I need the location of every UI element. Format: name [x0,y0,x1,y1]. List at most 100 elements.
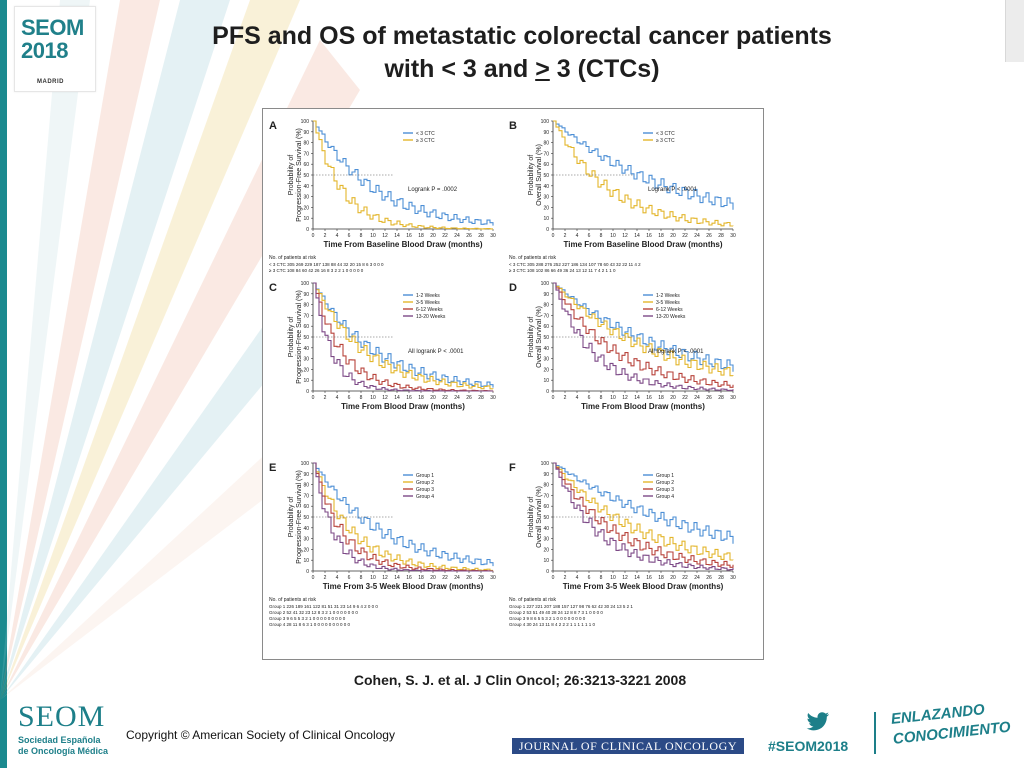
legend-label: 13-20 Weeks [656,314,686,320]
journal-banner: JOURNAL OF CLINICAL ONCOLOGY [512,738,744,754]
panel-x-tick-label: 30 [730,233,736,239]
survival-curve [313,282,494,392]
panel-x-tick-label: 12 [382,233,388,239]
panel-y-tick-label: 40 [303,184,309,190]
panel-y-tick-label: 80 [543,483,549,489]
panel-x-tick-label: 20 [670,575,676,581]
risk-table-row: ≥ 3 CTC 108 84 60 42 26 16 8 3 2 2 1 0 0… [269,268,364,273]
panel-x-tick-label: 4 [336,395,339,401]
panel-y-tick-label: 30 [303,195,309,201]
panel-y-tick-label: 20 [543,367,549,373]
panel-x-tick-label: 0 [312,233,315,239]
risk-table-row: Group 2 53 51 49 40 28 24 12 8 8 7 3 1 0… [509,610,603,615]
panel-letter: C [269,282,277,294]
panel-y-tick-label: 40 [543,184,549,190]
panel-x-tick-label: 8 [360,233,363,239]
logo-text-year: 2018 [21,38,68,63]
panel-x-tick-label: 18 [658,575,664,581]
panel-x-tick-label: 2 [324,575,327,581]
panel-y-tick-label: 90 [543,472,549,478]
legend-label: 6-12 Weeks [416,307,443,313]
panel-x-tick-label: 20 [430,575,436,581]
panel-x-tick-label: 22 [442,395,448,401]
survival-curve [313,282,494,390]
panel-x-tick-label: 24 [454,233,460,239]
panel-x-tick-label: 12 [382,395,388,401]
panel-x-tick-label: 2 [564,575,567,581]
legend-label: 1-2 Weeks [656,293,680,299]
panel-x-tick-label: 2 [324,233,327,239]
panel-y-tick-label: 50 [303,173,309,179]
survival-curve [553,282,734,372]
panel-y-tick-label: 0 [306,227,309,233]
panel-ylabel-top: Probability of [288,497,295,538]
panel-ylabel: Progression-Free Survival (%) [296,290,303,384]
risk-table-row: < 3 CTC 305 288 276 252 227 186 134 107 … [509,262,641,267]
legend-label: Group 1 [416,473,434,479]
panel-y-tick-label: 20 [303,367,309,373]
panel-annotation: Logrank P = .0002 [408,187,458,193]
panel-x-tick-label: 4 [336,575,339,581]
panel-y-tick-label: 50 [543,335,549,341]
legend-label: < 3 CTC [416,131,435,137]
panel-x-tick-label: 14 [394,575,400,581]
panel-y-tick-label: 50 [543,515,549,521]
panel-y-tick-label: 30 [303,357,309,363]
panel-y-tick-label: 90 [543,292,549,298]
panel-ylabel-top: Probability of [528,155,535,196]
panel-c: C Progression-Free Survival (%)Probabilit… [269,281,496,411]
panel-x-tick-label: 0 [312,395,315,401]
survival-curve [313,462,494,572]
survival-curve [313,120,494,226]
left-accent-strip [0,0,7,768]
panel-x-tick-label: 8 [360,575,363,581]
risk-table-title: No. of patients at risk [269,597,316,603]
panel-x-tick-label: 18 [418,575,424,581]
panel-x-tick-label: 16 [406,395,412,401]
panel-y-tick-label: 40 [543,346,549,352]
panel-y-tick-label: 50 [303,335,309,341]
panel-x-tick-label: 26 [466,233,472,239]
panel-y-tick-label: 80 [303,303,309,309]
panel-x-tick-label: 20 [670,395,676,401]
panel-x-tick-label: 26 [706,575,712,581]
panel-x-tick-label: 30 [490,233,496,239]
risk-table-row: Group 1 227 221 207 188 157 127 98 76 62… [509,604,633,609]
panel-x-tick-label: 10 [610,233,616,239]
panel-y-tick-label: 40 [303,526,309,532]
panel-y-tick-label: 90 [303,292,309,298]
panel-x-tick-label: 28 [478,575,484,581]
panel-y-tick-label: 100 [301,119,310,125]
panel-x-tick-label: 10 [370,233,376,239]
risk-table-row: Group 3 9 6 5 5 3 2 1 0 0 0 0 0 0 0 0 0 [269,616,346,621]
panel-x-tick-label: 18 [418,233,424,239]
panel-y-tick-label: 80 [303,141,309,147]
panel-ylabel: Progression-Free Survival (%) [296,128,303,222]
slide-title-line2-symbol: > [535,55,550,83]
panel-y-tick-label: 10 [543,216,549,222]
survival-curve [553,462,734,568]
panel-y-tick-label: 40 [303,346,309,352]
panel-x-tick-label: 28 [718,233,724,239]
panel-x-tick-label: 0 [312,575,315,581]
logo-text-seom: SEOM [21,15,84,40]
panel-y-tick-label: 90 [303,130,309,136]
panel-y-tick-label: 0 [546,227,549,233]
panel-x-tick-label: 0 [552,233,555,239]
panel-x-tick-label: 4 [576,575,579,581]
panel-annotation: All logrank P < .0001 [648,349,704,355]
panel-y-tick-label: 40 [543,526,549,532]
panel-x-tick-label: 0 [552,395,555,401]
panel-x-tick-label: 26 [466,395,472,401]
panel-y-tick-label: 10 [543,378,549,384]
legend-label: 3-5 Weeks [656,300,680,306]
panel-y-tick-label: 10 [303,378,309,384]
panel-y-tick-label: 70 [303,493,309,499]
panel-x-tick-label: 26 [706,233,712,239]
panel-y-tick-label: 20 [303,205,309,211]
panel-y-tick-label: 60 [543,324,549,330]
seom-society-logo: SEOM Sociedad Española de Oncología Médi… [16,700,126,756]
risk-table-row: Group 4 30 24 13 11 8 4 2 2 2 1 1 1 1 1 … [509,622,595,627]
